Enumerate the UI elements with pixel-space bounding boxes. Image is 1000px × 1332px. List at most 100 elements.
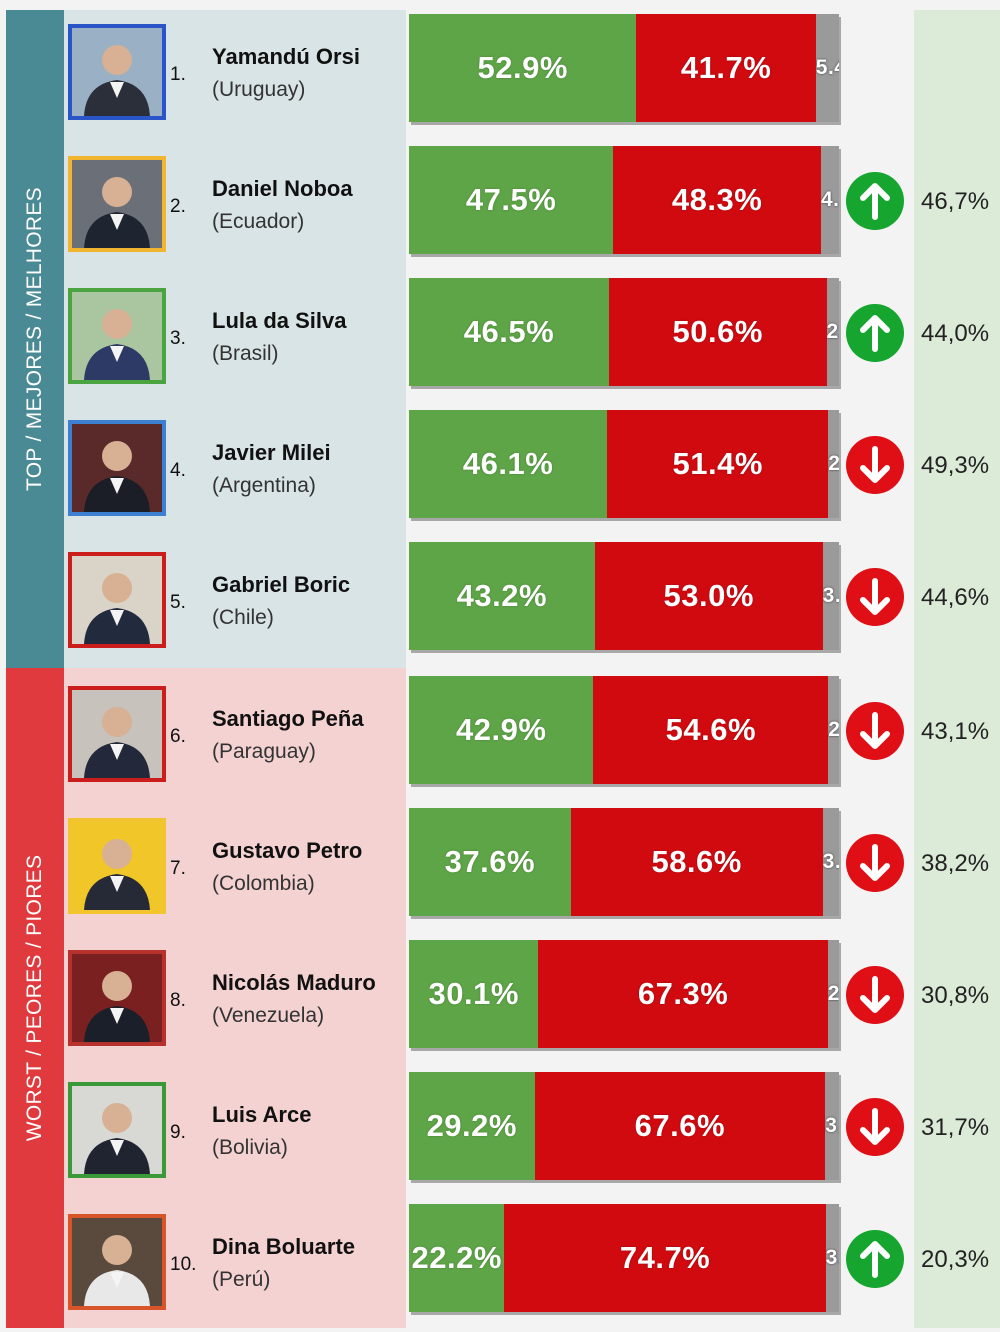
- previous-approval: 30,8%: [921, 982, 990, 1009]
- neutral-label: 2.5%: [828, 452, 839, 475]
- disapprove-segment: 51.4%: [607, 410, 829, 518]
- leader-name: Lula da Silva: [212, 308, 347, 333]
- neutral-segment: 2.6%: [827, 940, 839, 1048]
- leader-photo: [68, 156, 166, 252]
- leader-row-8: 8. Nicolás Maduro (Venezuela) 30.1% 67.3…: [0, 936, 1000, 1048]
- leader-photo: [68, 552, 166, 648]
- approval-bar: 43.2% 53.0% 3.8%: [409, 542, 839, 650]
- approve-label: 52.9%: [477, 50, 568, 85]
- leader-country: (Venezuela): [212, 1004, 325, 1027]
- approve-label: 47.5%: [465, 182, 557, 217]
- arrow-up-icon: [844, 302, 906, 364]
- leader-country: (Colombia): [212, 872, 315, 895]
- disapprove-segment: 67.3%: [538, 940, 828, 1048]
- leader-name: Luis Arce: [212, 1102, 312, 1127]
- disapprove-segment: 67.6%: [534, 1072, 826, 1180]
- portrait-icon: [72, 424, 162, 512]
- leader-country: (Ecuador): [212, 210, 305, 233]
- approve-segment: 29.2%: [409, 1072, 535, 1180]
- neutral-label: 3.8%: [822, 584, 839, 607]
- leader-row-4: 4. Javier Milei (Argentina) 46.1% 51.4% …: [0, 406, 1000, 518]
- approval-bar: 42.9% 54.6% 2.5%: [409, 676, 839, 784]
- neutral-segment: 3.8%: [822, 542, 839, 650]
- previous-approval: 31,7%: [921, 1114, 990, 1141]
- neutral-segment: 2.5%: [828, 676, 839, 784]
- approve-segment: 42.9%: [409, 676, 594, 784]
- leader-row-6: 6. Santiago Peña (Paraguay) 42.9% 54.6% …: [0, 672, 1000, 784]
- approve-label: 43.2%: [456, 578, 548, 613]
- disapprove-segment: 48.3%: [613, 146, 821, 254]
- leader-photo: [68, 686, 166, 782]
- disapprove-label: 58.6%: [651, 844, 742, 879]
- neutral-segment: 5.4%: [815, 14, 839, 122]
- leader-country: (Perú): [212, 1268, 271, 1291]
- approval-bar: 22.2% 74.7% 3.1%: [409, 1204, 839, 1312]
- approve-label: 37.6%: [444, 844, 536, 879]
- previous-approval-panel: [914, 10, 1000, 1328]
- approval-bar: 37.6% 58.6% 3.8%: [409, 808, 839, 916]
- leader-country: (Brasil): [212, 342, 279, 365]
- approve-segment: 37.6%: [409, 808, 571, 916]
- arrow-up-icon: [844, 170, 906, 232]
- approve-segment: 52.9%: [409, 14, 637, 122]
- neutral-label: 2.5%: [828, 718, 839, 741]
- approve-label: 30.1%: [428, 976, 519, 1011]
- portrait-icon: [72, 954, 162, 1042]
- leader-row-10: 10. Dina Boluarte (Perú) 22.2% 74.7% 3.1…: [0, 1200, 1000, 1312]
- neutral-label: 2.9%: [826, 320, 839, 343]
- leader-name: Daniel Noboa: [212, 176, 353, 201]
- approve-label: 29.2%: [426, 1108, 517, 1143]
- approve-segment: 46.1%: [409, 410, 608, 518]
- previous-approval: 49,3%: [921, 452, 990, 479]
- leader-row-5: 5. Gabriel Boric (Chile) 43.2% 53.0% 3.8…: [0, 538, 1000, 650]
- approval-bar: 29.2% 67.6% 3.2%: [409, 1072, 839, 1180]
- portrait-icon: [72, 160, 162, 248]
- leader-photo: [68, 24, 166, 120]
- disapprove-label: 50.6%: [672, 314, 763, 349]
- portrait-icon: [72, 1218, 162, 1306]
- arrow-down-icon: [844, 1096, 906, 1158]
- leader-row-9: 9. Luis Arce (Bolivia) 29.2% 67.6% 3.2% …: [0, 1068, 1000, 1180]
- portrait-icon: [72, 556, 162, 644]
- rank-number: 3.: [170, 328, 186, 349]
- approve-segment: 43.2%: [409, 542, 595, 650]
- leader-row-2: 2. Daniel Noboa (Ecuador) 47.5% 48.3% 4.…: [0, 142, 1000, 254]
- leader-country: (Bolivia): [212, 1136, 288, 1159]
- leader-name: Nicolás Maduro: [212, 970, 376, 995]
- disapprove-label: 74.7%: [619, 1240, 711, 1275]
- previous-approval: 44,6%: [921, 584, 990, 611]
- neutral-segment: 3.8%: [822, 808, 839, 916]
- leader-photo: [68, 818, 166, 914]
- arrow-down-icon: [844, 700, 906, 762]
- previous-approval: 46,7%: [921, 188, 990, 215]
- approval-bar: 47.5% 48.3% 4.2%: [409, 146, 839, 254]
- disapprove-label: 67.6%: [634, 1108, 726, 1143]
- neutral-segment: 3.2%: [825, 1072, 839, 1180]
- rank-number: 2.: [170, 196, 186, 217]
- approve-segment: 22.2%: [409, 1204, 505, 1312]
- top-section-strip: TOP / MEJORES / MELHORES: [6, 10, 64, 668]
- rank-number: 10.: [170, 1254, 197, 1275]
- rank-number: 1.: [170, 64, 186, 85]
- arrow-down-icon: [844, 434, 906, 496]
- leader-name: Dina Boluarte: [212, 1234, 356, 1259]
- leader-name: Gustavo Petro: [212, 838, 363, 863]
- leader-name: Gabriel Boric: [212, 572, 351, 597]
- previous-approval: 44,0%: [921, 320, 990, 347]
- neutral-label: 2.6%: [827, 982, 839, 1005]
- approve-label: 46.5%: [463, 314, 555, 349]
- leader-name: Santiago Peña: [212, 706, 364, 731]
- leader-row-3: 3. Lula da Silva (Brasil) 46.5% 50.6% 2.…: [0, 274, 1000, 386]
- leader-name: Javier Milei: [212, 440, 331, 465]
- approval-bar: 46.1% 51.4% 2.5%: [409, 410, 839, 518]
- leader-photo: [68, 1082, 166, 1178]
- disapprove-segment: 54.6%: [593, 676, 829, 784]
- leader-country: (Argentina): [212, 474, 316, 497]
- disapprove-segment: 50.6%: [608, 278, 827, 386]
- approve-label: 46.1%: [462, 446, 554, 481]
- approval-bar: 30.1% 67.3% 2.6%: [409, 940, 839, 1048]
- leader-country: (Paraguay): [212, 740, 316, 763]
- arrow-up-icon: [844, 1228, 906, 1290]
- rank-number: 6.: [170, 726, 186, 747]
- leader-country: (Chile): [212, 606, 274, 629]
